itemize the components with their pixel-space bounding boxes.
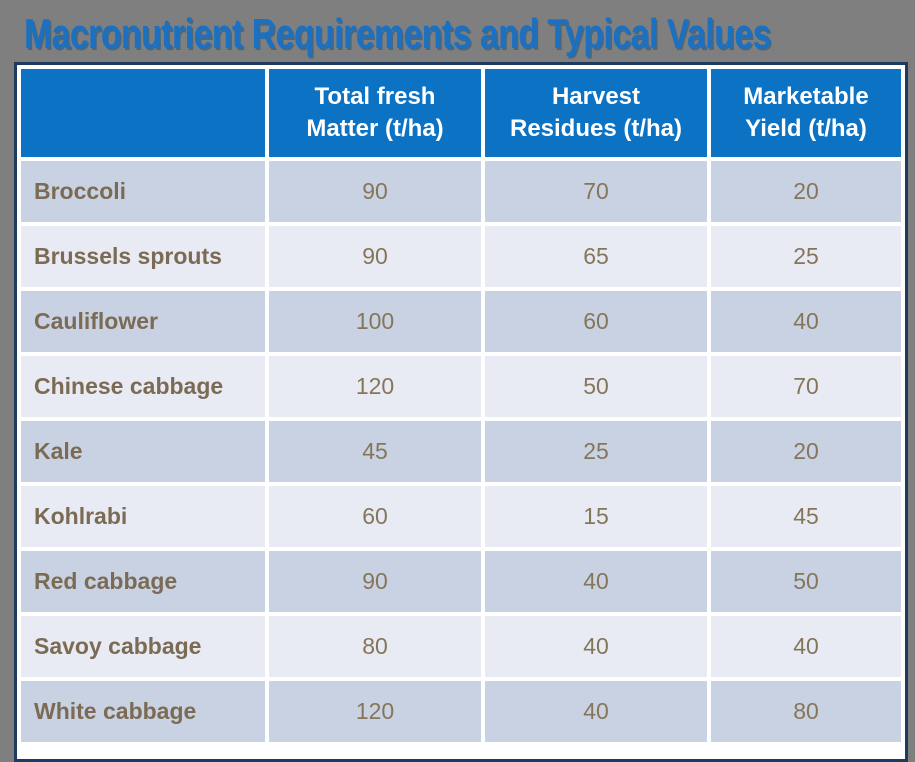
- marketable-yield-value: 40: [711, 616, 901, 677]
- harvest-residues-value: 15: [485, 486, 707, 547]
- marketable-yield-value: 20: [711, 161, 901, 222]
- row-label: Broccoli: [21, 161, 265, 222]
- total-fresh-matter-value: 90: [269, 551, 481, 612]
- row-label: Brussels sprouts: [21, 226, 265, 287]
- harvest-residues-value: 40: [485, 681, 707, 742]
- harvest-residues-value: 65: [485, 226, 707, 287]
- row-label: White cabbage: [21, 681, 265, 742]
- row-label: Chinese cabbage: [21, 356, 265, 417]
- table-row: Savoy cabbage 80 40 40: [21, 616, 901, 677]
- header-row: Total fresh Matter (t/ha) Harvest Residu…: [21, 69, 901, 157]
- header-marketable-yield: Marketable Yield (t/ha): [711, 69, 901, 157]
- total-fresh-matter-value: 60: [269, 486, 481, 547]
- marketable-yield-value: 70: [711, 356, 901, 417]
- total-fresh-matter-value: 90: [269, 161, 481, 222]
- header-harvest-residues: Harvest Residues (t/ha): [485, 69, 707, 157]
- marketable-yield-value: 25: [711, 226, 901, 287]
- crops-table-frame: Total fresh Matter (t/ha) Harvest Residu…: [14, 62, 908, 762]
- table-row: Broccoli 90 70 20: [21, 161, 901, 222]
- slide: { "title": "Macronutrient Requirements a…: [14, 10, 908, 762]
- header-crop: [21, 69, 265, 157]
- harvest-residues-value: 40: [485, 616, 707, 677]
- harvest-residues-value: 40: [485, 551, 707, 612]
- marketable-yield-value: 40: [711, 291, 901, 352]
- row-label: Cauliflower: [21, 291, 265, 352]
- table-row: Brussels sprouts 90 65 25: [21, 226, 901, 287]
- page-title: Macronutrient Requirements and Typical V…: [24, 10, 771, 57]
- harvest-residues-value: 60: [485, 291, 707, 352]
- total-fresh-matter-value: 90: [269, 226, 481, 287]
- table-row: Kohlrabi 60 15 45: [21, 486, 901, 547]
- harvest-residues-value: 25: [485, 421, 707, 482]
- table-row: Red cabbage 90 40 50: [21, 551, 901, 612]
- row-label: Red cabbage: [21, 551, 265, 612]
- marketable-yield-value: 45: [711, 486, 901, 547]
- total-fresh-matter-value: 80: [269, 616, 481, 677]
- table-row: White cabbage 120 40 80: [21, 681, 901, 742]
- table-row: Cauliflower 100 60 40: [21, 291, 901, 352]
- crops-table: Total fresh Matter (t/ha) Harvest Residu…: [17, 65, 905, 746]
- harvest-residues-value: 70: [485, 161, 707, 222]
- table-row: Kale 45 25 20: [21, 421, 901, 482]
- table-body: Broccoli 90 70 20 Brussels sprouts 90 65…: [21, 161, 901, 742]
- total-fresh-matter-value: 120: [269, 356, 481, 417]
- harvest-residues-value: 50: [485, 356, 707, 417]
- total-fresh-matter-value: 120: [269, 681, 481, 742]
- table-row: Chinese cabbage 120 50 70: [21, 356, 901, 417]
- row-label: Kale: [21, 421, 265, 482]
- row-label: Kohlrabi: [21, 486, 265, 547]
- row-label: Savoy cabbage: [21, 616, 265, 677]
- marketable-yield-value: 80: [711, 681, 901, 742]
- marketable-yield-value: 20: [711, 421, 901, 482]
- marketable-yield-value: 50: [711, 551, 901, 612]
- header-total-fresh-matter: Total fresh Matter (t/ha): [269, 69, 481, 157]
- total-fresh-matter-value: 100: [269, 291, 481, 352]
- total-fresh-matter-value: 45: [269, 421, 481, 482]
